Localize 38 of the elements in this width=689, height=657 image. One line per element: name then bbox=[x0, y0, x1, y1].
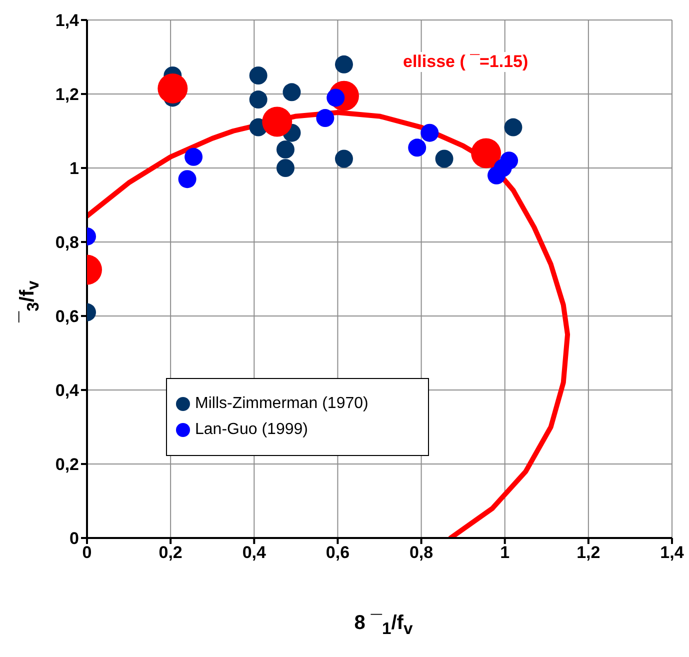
point bbox=[249, 90, 268, 109]
y-tick-label: 0,6 bbox=[55, 307, 79, 326]
x-tick-label: 0,6 bbox=[326, 543, 350, 562]
point bbox=[316, 109, 334, 128]
y-tick-label: 0,4 bbox=[55, 381, 80, 400]
x-axis-title: 8 ¯$_{1}$/f$_{v}$ bbox=[353, 612, 414, 639]
y-tick-label: 1,4 bbox=[55, 11, 80, 30]
point bbox=[249, 66, 268, 84]
point bbox=[334, 150, 353, 168]
point bbox=[435, 150, 454, 168]
point bbox=[282, 83, 301, 102]
x-tick-label: 1,2 bbox=[576, 543, 600, 562]
point bbox=[334, 55, 353, 74]
point bbox=[262, 106, 292, 137]
point bbox=[500, 152, 518, 170]
point bbox=[420, 124, 439, 142]
x-tick-label: 1 bbox=[500, 543, 510, 562]
point bbox=[178, 170, 196, 188]
point bbox=[276, 159, 294, 177]
point bbox=[184, 148, 203, 166]
x-tick-label: 1,4 bbox=[660, 543, 684, 562]
y-tick-label: 0 bbox=[70, 529, 79, 548]
x-tick-label: 0,8 bbox=[409, 543, 434, 562]
point bbox=[276, 140, 294, 158]
y-tick-label: 1,2 bbox=[55, 85, 79, 104]
y-tick-label: 0,8 bbox=[55, 233, 79, 252]
x-tick-label: 0,2 bbox=[158, 543, 182, 562]
legend-label: Mills-Zimmerman (1970) bbox=[195, 395, 368, 413]
y-tick-label: 1 bbox=[70, 159, 79, 178]
x-tick-label: 0,4 bbox=[242, 543, 266, 562]
y-tick-label: 0,2 bbox=[55, 455, 79, 474]
annotation: ellisse ( ¯=1.15) bbox=[403, 52, 528, 72]
x-tick-label: 0 bbox=[82, 543, 92, 562]
point bbox=[408, 138, 426, 157]
legend-label: Lan-Guo (1999) bbox=[195, 421, 308, 439]
point bbox=[471, 138, 502, 168]
point bbox=[158, 73, 188, 104]
point bbox=[504, 118, 522, 136]
